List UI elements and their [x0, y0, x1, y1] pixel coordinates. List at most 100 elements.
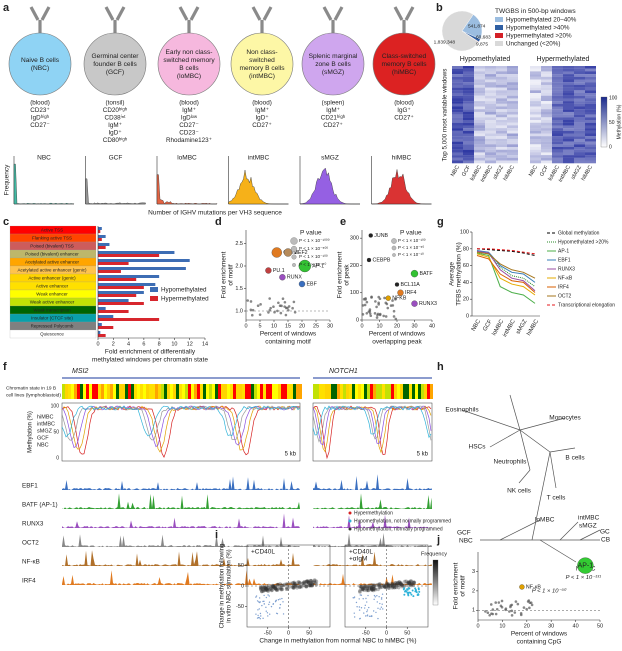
- heatmap-cell: [563, 79, 574, 83]
- heatmap-cell: [585, 136, 596, 139]
- density-point: [361, 587, 365, 591]
- point: [372, 610, 375, 612]
- heatmap-cell: [585, 90, 596, 94]
- density-point: [261, 589, 266, 593]
- heatmap-cell: [530, 133, 541, 137]
- heatmap-cell: [585, 128, 596, 131]
- density-point: [266, 589, 270, 593]
- background-point: [268, 297, 271, 300]
- heatmap-cell: [452, 109, 463, 112]
- heatmap-cell: [574, 160, 585, 164]
- y-tick-label: 20: [463, 297, 469, 303]
- density-point: [408, 582, 413, 586]
- background-point: [494, 601, 498, 604]
- heatmap-cell: [507, 157, 518, 161]
- point: [255, 613, 257, 615]
- column-label: NBC: [450, 165, 461, 178]
- density-point: [407, 580, 411, 585]
- chromatin-state: [134, 384, 137, 399]
- point-label: RUNX3: [419, 301, 437, 307]
- point: [360, 607, 363, 609]
- category-label: Active TSS: [41, 227, 63, 232]
- density-point: [381, 583, 386, 588]
- heatmap-cell: [507, 152, 518, 156]
- background-point: [364, 297, 367, 300]
- point: [358, 606, 361, 608]
- heatmap-cell: [463, 76, 474, 80]
- density-point: [263, 588, 268, 592]
- y-tick-label: 2.5: [235, 241, 243, 247]
- bar: [98, 227, 102, 230]
- heatmap-cell: [541, 138, 552, 142]
- heatmap-cell: [463, 82, 474, 85]
- density-point: [393, 583, 398, 588]
- legend-label: RUNX3: [558, 266, 575, 272]
- track-name: IRF4: [22, 578, 36, 585]
- y-tick-label: 1.0: [235, 308, 243, 314]
- heatmap-cell: [563, 141, 574, 145]
- chromatin-state: [137, 384, 140, 399]
- heatmap-cell: [496, 74, 507, 77]
- bar: [98, 318, 160, 321]
- axis-title: Percent of windows: [369, 331, 426, 338]
- density-point: [265, 587, 270, 592]
- point: [411, 589, 414, 592]
- heatmap-cell: [485, 68, 496, 72]
- category-label: Acetylated active enhancer (genic): [17, 267, 87, 272]
- point: [403, 593, 406, 596]
- panel-letter: a: [3, 2, 10, 14]
- heatmap-cell: [485, 149, 496, 153]
- chromatin-state: [299, 384, 302, 399]
- density-point: [269, 586, 273, 591]
- heatmap-cell: [496, 152, 507, 156]
- bar: [98, 230, 101, 233]
- background-point: [286, 306, 289, 310]
- axis-title: Average: [449, 262, 456, 286]
- density-point: [284, 585, 289, 590]
- density-point: [407, 581, 412, 586]
- density-point: [264, 587, 268, 591]
- heatmap-cell: [507, 125, 518, 129]
- heatmap-cell: [585, 120, 596, 123]
- density-point: [359, 587, 363, 591]
- heatmap-cell: [452, 136, 463, 139]
- point: [257, 609, 259, 611]
- point: [364, 604, 367, 607]
- cell: [157, 32, 221, 96]
- bar: [98, 299, 129, 302]
- heatmap-cell: [541, 95, 552, 99]
- density-point: [407, 581, 411, 585]
- density-point: [407, 580, 411, 585]
- tree-branch: [519, 429, 551, 453]
- pie-slice: [441, 10, 479, 52]
- heatmap-cell: [563, 120, 574, 123]
- heatmap-cell: [541, 93, 552, 96]
- cell-name: Class-switched: [382, 53, 427, 60]
- heatmap-cell: [485, 101, 496, 104]
- density-point: [295, 584, 299, 588]
- chromatin-state: [278, 384, 281, 399]
- chromatin-state: [313, 384, 316, 399]
- axis-title: Frequency: [4, 164, 11, 195]
- heatmap-cell: [452, 106, 463, 110]
- heatmap-cell: [541, 79, 552, 83]
- heatmap-cell: [585, 109, 596, 112]
- column-label: NBC: [528, 165, 539, 178]
- heatmap-cell: [563, 109, 574, 112]
- heatmap-cell: [507, 109, 518, 112]
- heatmap-cell: [552, 125, 563, 129]
- chromatin-state: [128, 384, 131, 399]
- signal-track: [62, 533, 300, 547]
- point: [271, 247, 282, 258]
- density-point: [358, 590, 362, 594]
- heatmap-cell: [507, 160, 518, 164]
- heatmap-cell: [574, 117, 585, 121]
- legend-marker: [392, 253, 396, 257]
- chromatin-state: [406, 384, 409, 399]
- cell-marker: CD27⁺: [323, 122, 342, 129]
- antibody-arm: [322, 6, 333, 21]
- chromatin-state: [176, 384, 179, 399]
- point: [365, 597, 367, 600]
- tree-branch: [461, 409, 521, 431]
- density-point: [297, 580, 301, 584]
